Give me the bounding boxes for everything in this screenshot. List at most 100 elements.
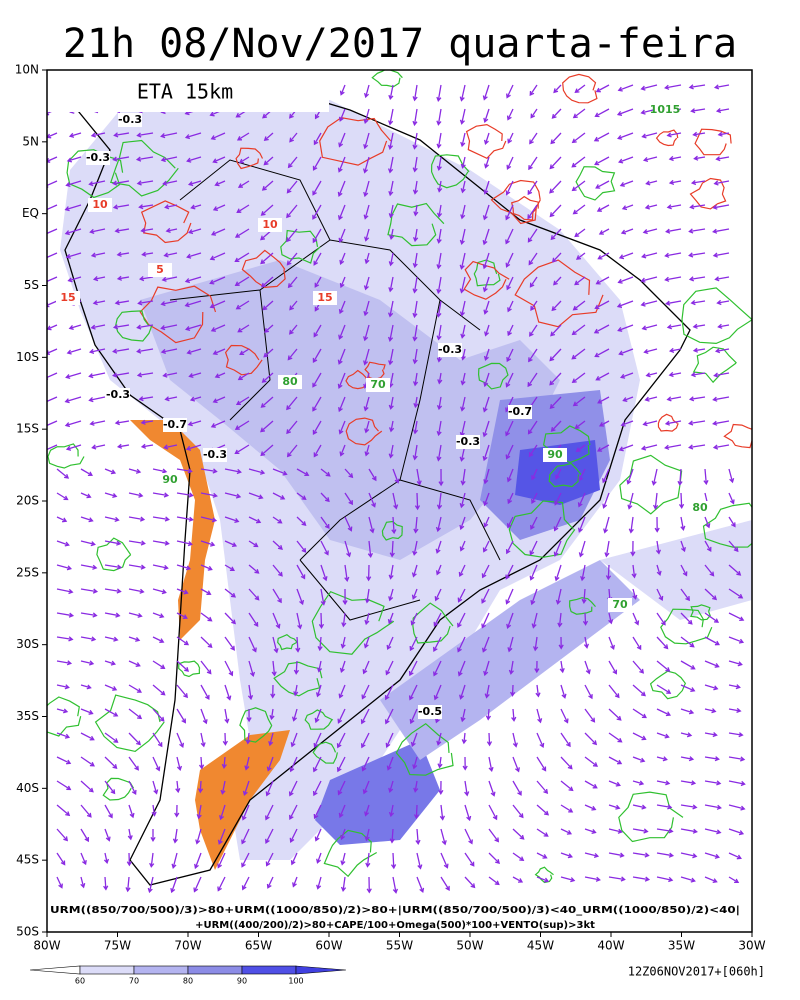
contour xyxy=(534,866,554,884)
wind-arrow xyxy=(664,276,682,282)
wind-arrow xyxy=(655,540,662,555)
wind-arrow xyxy=(412,756,418,770)
wind-arrow xyxy=(164,204,178,210)
wind-arrow xyxy=(680,564,688,577)
wind-arrow xyxy=(616,300,634,308)
colorbar-box xyxy=(241,965,297,975)
wind-arrow xyxy=(200,636,213,649)
wind-arrow xyxy=(621,204,634,211)
wind-arrow xyxy=(459,540,466,552)
wind-arrow xyxy=(640,300,658,307)
wind-arrow xyxy=(529,324,538,337)
model-label-box xyxy=(47,70,329,112)
wind-arrow xyxy=(390,852,397,870)
wind-arrow xyxy=(314,708,322,724)
wind-arrow xyxy=(112,348,130,354)
wind-arrow xyxy=(313,732,322,749)
wind-arrow xyxy=(128,492,144,498)
wind-arrow xyxy=(506,156,514,170)
wind-arrow xyxy=(632,636,642,651)
contour xyxy=(548,462,582,488)
lon-label: 40W xyxy=(597,939,624,953)
wind-arrow xyxy=(238,156,250,164)
wind-arrow xyxy=(125,876,131,893)
wind-arrow xyxy=(128,732,141,746)
contour-label-bg xyxy=(653,103,677,117)
wind-arrow xyxy=(462,756,468,771)
wind-arrow xyxy=(553,84,562,94)
wind-arrow xyxy=(363,396,370,412)
wind-arrow xyxy=(152,564,169,571)
contour xyxy=(312,741,338,764)
wind-arrow xyxy=(320,564,328,582)
wind-arrow xyxy=(286,444,298,458)
wind-arrow xyxy=(80,780,94,793)
wind-arrow xyxy=(247,684,254,701)
wind-arrow xyxy=(535,684,541,698)
contour xyxy=(178,660,201,678)
wind-arrow xyxy=(64,396,82,404)
wind-arrow xyxy=(287,156,298,169)
wind-arrow xyxy=(507,636,514,653)
wind-arrow xyxy=(617,84,634,92)
wind-arrow xyxy=(289,300,298,311)
contour-label: 5 xyxy=(156,263,164,276)
wind-arrow xyxy=(617,132,634,140)
wind-arrow xyxy=(704,876,718,884)
wind-arrow xyxy=(507,492,514,505)
wind-arrow xyxy=(560,708,569,724)
wind-arrow xyxy=(188,228,202,235)
wind-arrow xyxy=(483,300,490,315)
wind-arrow xyxy=(340,852,346,866)
wind-arrow xyxy=(128,564,146,570)
wind-arrow xyxy=(507,324,514,337)
wind-arrow xyxy=(260,444,274,457)
colorbar-label: 80 xyxy=(183,977,193,986)
caption-line: +URM((400/200)/2)>80+CAPE/100+Omega(500)… xyxy=(195,920,595,931)
wind-arrow xyxy=(409,636,418,652)
wind-arrow xyxy=(484,156,490,169)
wind-arrow xyxy=(47,444,58,451)
wind-arrow xyxy=(651,468,658,486)
wind-arrow xyxy=(680,732,693,738)
wind-arrow xyxy=(104,660,116,666)
wind-arrow xyxy=(136,372,154,378)
wind-arrow xyxy=(459,252,466,270)
wind-arrow xyxy=(712,444,730,450)
wind-arrow xyxy=(558,636,564,650)
wind-arrow xyxy=(193,876,202,893)
wind-arrow xyxy=(388,252,394,267)
wind-arrow xyxy=(656,756,668,762)
wind-arrow xyxy=(56,660,73,666)
wind-arrow xyxy=(286,228,298,243)
wind-arrow xyxy=(506,108,514,121)
wind-arrow xyxy=(704,732,718,738)
wind-arrow xyxy=(135,156,154,162)
wind-arrow xyxy=(272,540,283,550)
wind-arrow xyxy=(632,732,647,741)
wind-arrow xyxy=(483,348,490,361)
wind-arrow xyxy=(436,84,442,102)
wind-arrow xyxy=(80,828,89,843)
wind-arrow xyxy=(597,252,610,260)
wind-arrow xyxy=(152,492,170,498)
contour xyxy=(304,709,334,730)
wind-arrow xyxy=(152,756,161,772)
wind-arrow xyxy=(200,540,216,547)
wind-arrow xyxy=(200,468,218,474)
wind-arrow xyxy=(338,108,346,122)
lat-label: 45S xyxy=(16,853,39,867)
contour xyxy=(224,344,263,376)
wind-arrow xyxy=(560,684,567,699)
wind-arrow xyxy=(536,828,549,837)
wind-arrow xyxy=(728,636,745,644)
wind-arrow xyxy=(234,420,250,430)
wind-arrow xyxy=(388,108,394,126)
wind-arrow xyxy=(484,684,490,699)
wind-arrow xyxy=(47,204,58,211)
wind-arrow xyxy=(316,660,323,673)
contour-label-bg xyxy=(158,473,182,487)
wind-arrow xyxy=(680,756,695,762)
wind-arrow xyxy=(260,276,274,288)
wind-arrow xyxy=(200,612,213,622)
